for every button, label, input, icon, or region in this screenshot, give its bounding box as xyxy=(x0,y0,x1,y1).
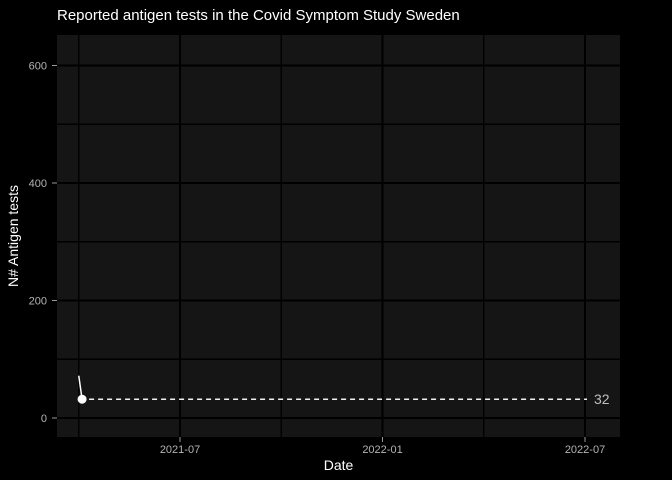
chart-title: Reported antigen tests in the Covid Symp… xyxy=(57,7,460,24)
x-tick-label: 2022-01 xyxy=(362,444,402,456)
x-tick-label: 2022-07 xyxy=(565,444,605,456)
axis-tick-marks xyxy=(52,65,586,442)
last-value-annotation: 32 xyxy=(89,391,610,407)
data-series xyxy=(77,375,87,404)
y-tick-label: 200 xyxy=(29,296,47,308)
y-tick-label: 400 xyxy=(29,178,47,190)
annotation-label: 32 xyxy=(594,391,610,407)
y-tick-label: 600 xyxy=(29,61,47,73)
last-data-point xyxy=(77,394,87,404)
x-tick-label: 2021-07 xyxy=(160,444,200,456)
y-tick-label: 0 xyxy=(41,413,47,425)
major-gridlines xyxy=(57,35,620,437)
axis-tick-labels: 2021-07 2022-01 2022-07 0 200 400 600 xyxy=(29,61,606,457)
minor-gridlines xyxy=(57,35,620,437)
y-axis-title: N# Antigen tests xyxy=(5,185,21,287)
x-axis-title: Date xyxy=(323,457,354,473)
plot-panel xyxy=(57,35,620,437)
